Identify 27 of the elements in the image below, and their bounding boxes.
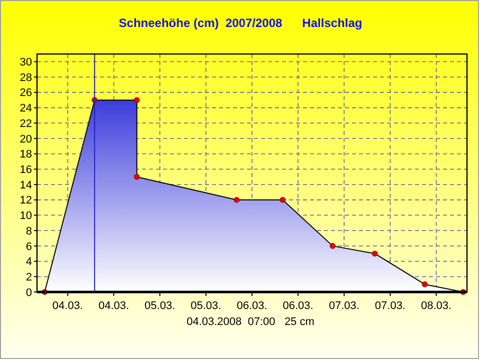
y-tick-label: 24 (20, 102, 32, 115)
y-tick-label: 0 (26, 286, 32, 299)
x-tick-label: 05.03. (144, 300, 176, 312)
x-tick-label: 04.03. (98, 300, 130, 312)
x-tick-label: 07.03. (374, 300, 406, 312)
y-tick-label: 22 (20, 118, 32, 130)
y-tick-label: 20 (20, 133, 32, 146)
text: 04.03.2008 07:00 25 cm (186, 316, 314, 328)
y-tick-label: 8 (26, 225, 32, 238)
y-tick-label: 28 (20, 72, 32, 84)
y-tick-label: 4 (26, 256, 32, 268)
y-tick-label: 12 (20, 194, 32, 207)
y-tick-label: 30 (20, 56, 32, 69)
y-tick-label: 10 (20, 210, 32, 222)
chart-title: Schneehöhe (cm) 2007/2008 Hallschlag (118, 16, 362, 30)
x-tick-label: 08.03. (420, 300, 452, 312)
y-tick-label: 2 (26, 271, 32, 284)
y-tick-label: 16 (20, 164, 32, 176)
y-tick-label: 14 (20, 179, 32, 192)
x-tick-label: 07.03. (328, 300, 360, 312)
y-tick-label: 18 (20, 148, 32, 161)
x-tick-label: 04.03. (52, 300, 84, 312)
y-tick-label: 26 (20, 87, 32, 100)
x-tick-label: 06.03. (282, 300, 314, 312)
y-tick-label: 6 (26, 240, 32, 253)
x-tick-label: 05.03. (190, 300, 222, 312)
x-tick-label: 06.03. (236, 300, 268, 312)
